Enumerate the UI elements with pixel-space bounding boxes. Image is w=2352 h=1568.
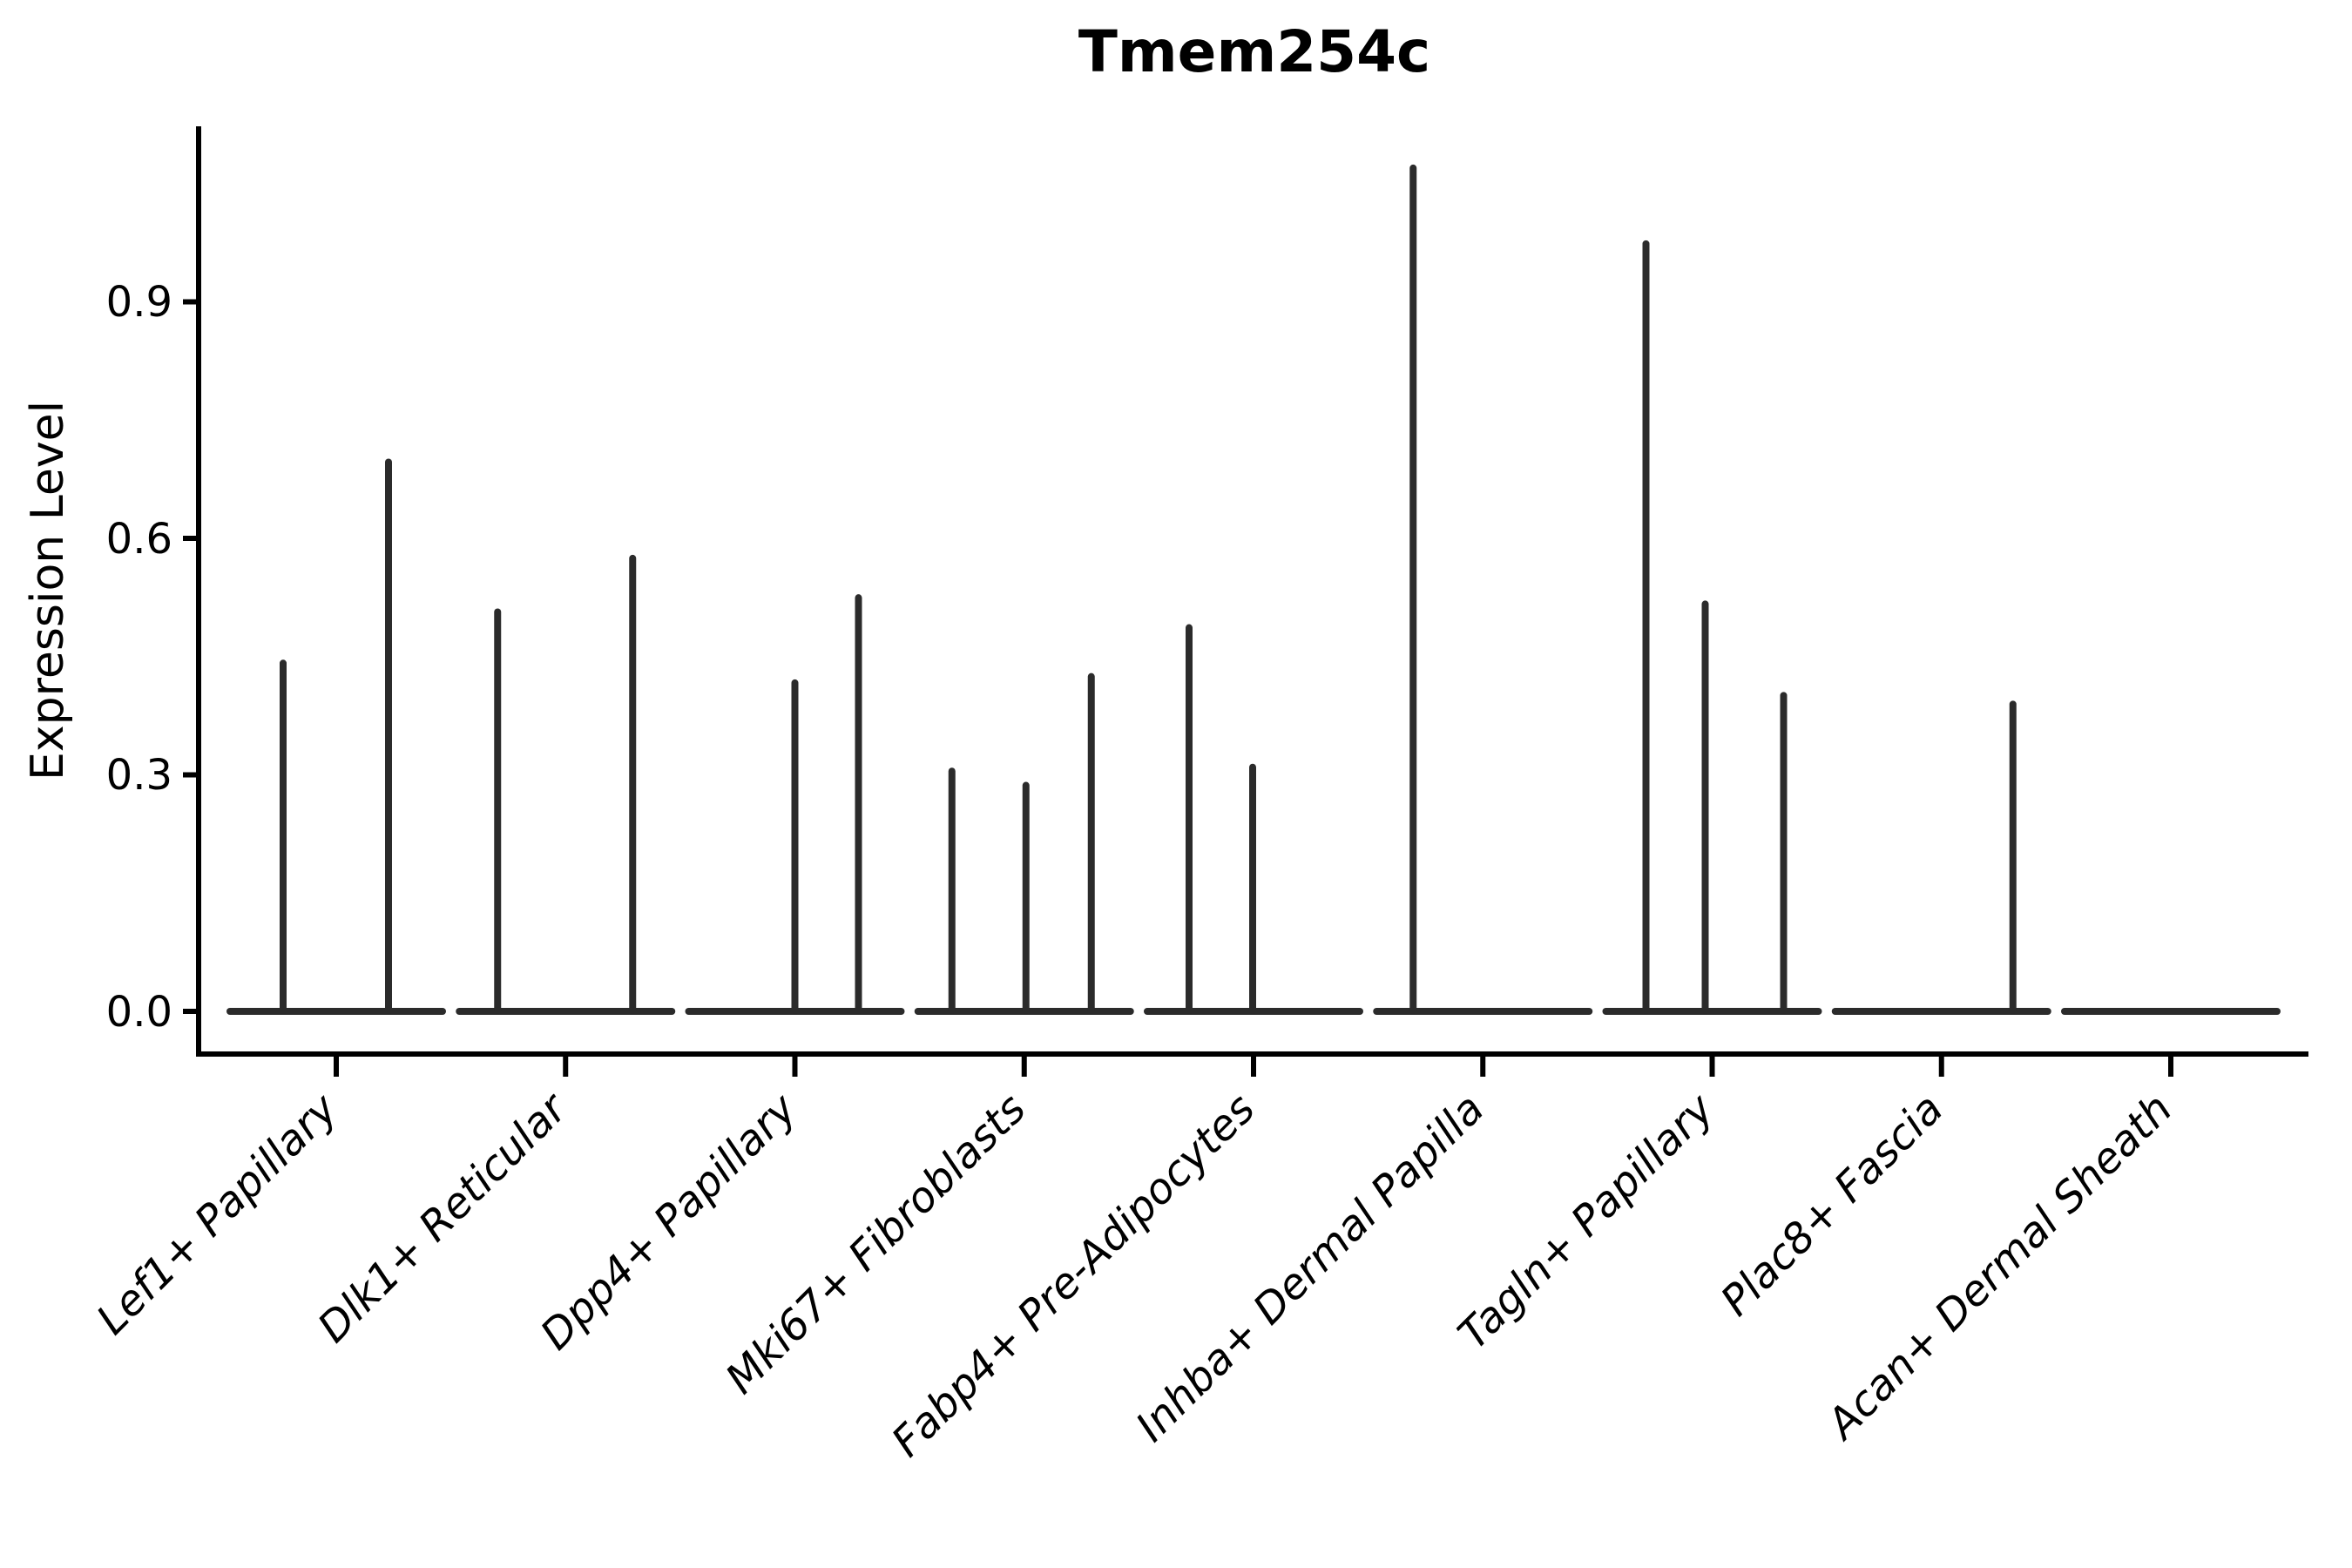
x-tick-label-plac8-fascia: Plac8+ Fascia	[1712, 1085, 1953, 1326]
y-tick-label-0.9: 0.9	[106, 278, 172, 327]
x-tick-label-dpp4-papillary: Dpp4+ Papillary	[531, 1084, 807, 1359]
x-tick-label-fabp4-pre-adipocytes: Fabp4+ Pre-Adipocytes	[882, 1085, 1265, 1467]
y-axis-label: Expression Level	[22, 401, 74, 781]
x-tick-label-lef1-papillary: Lef1+ Papillary	[87, 1084, 348, 1344]
x-tick-label-dlk1-reticular: Dlk1+ Reticular	[308, 1083, 578, 1353]
axis-spines	[196, 126, 2308, 1057]
y-tick-label-0.6: 0.6	[106, 515, 172, 564]
axis-ticks-layer	[183, 299, 2173, 1077]
y-tick-label-0.0: 0.0	[106, 988, 172, 1037]
violins-layer	[226, 164, 2281, 1015]
x-tick-label-tagln-papillary: Tagln+ Papillary	[1449, 1084, 1724, 1359]
y-tick-label-0.3: 0.3	[106, 751, 172, 800]
chart-title: Tmem254c	[1078, 18, 1430, 85]
